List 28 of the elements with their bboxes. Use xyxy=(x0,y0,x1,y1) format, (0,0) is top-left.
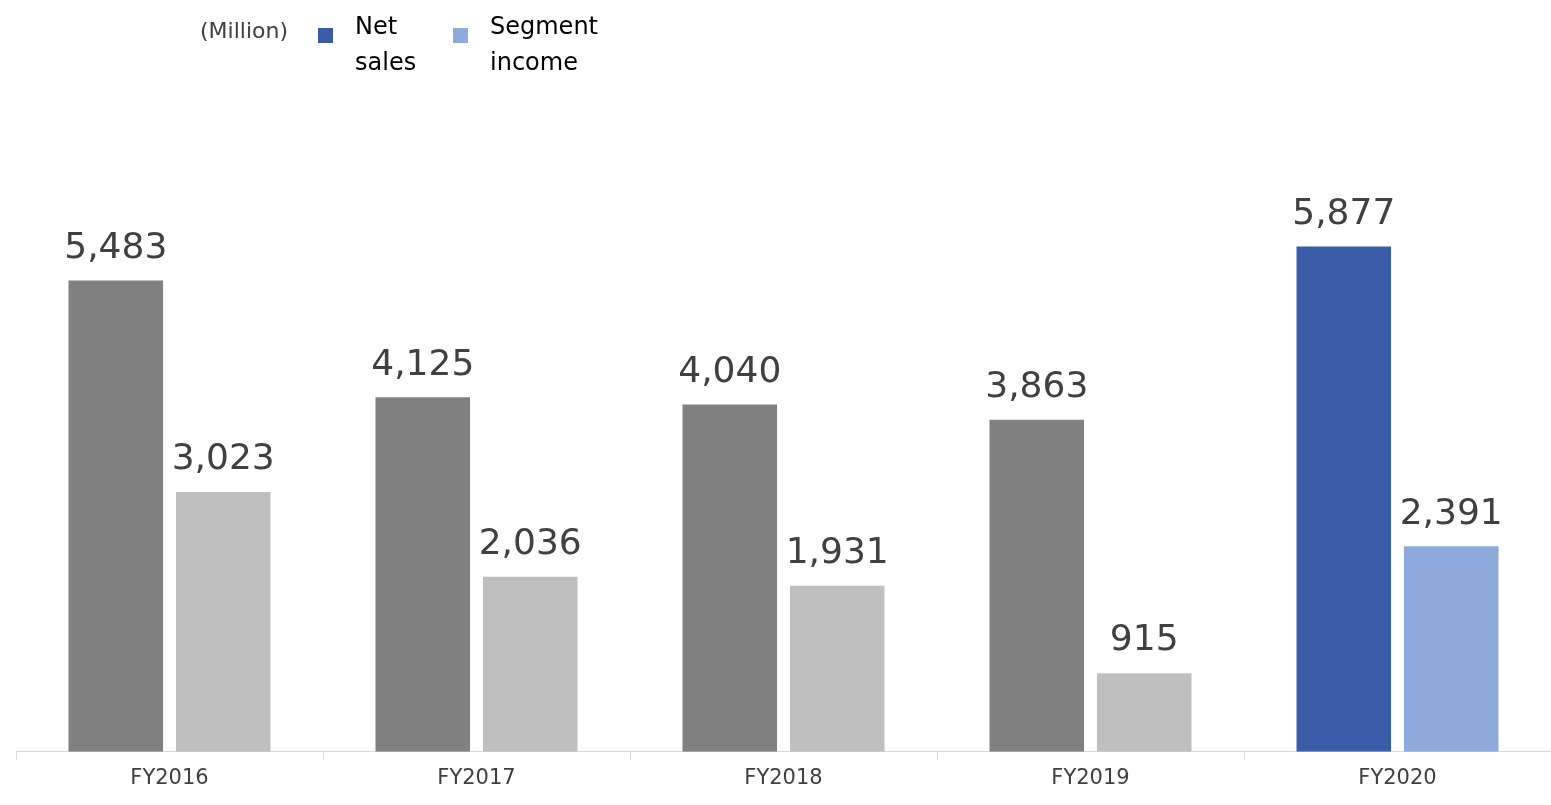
data-label: 4,040 xyxy=(678,348,782,390)
data-label: 5,877 xyxy=(1292,190,1396,232)
bar xyxy=(68,280,164,752)
legend-label: Net sales xyxy=(355,11,418,78)
x-tick-label: FY2018 xyxy=(744,764,823,789)
data-label: 1,931 xyxy=(785,530,889,572)
bar xyxy=(1403,546,1499,752)
bar xyxy=(1296,246,1392,752)
x-tick-label: FY2019 xyxy=(1051,764,1130,789)
bar xyxy=(175,491,271,752)
data-label: 4,125 xyxy=(371,341,475,383)
bar xyxy=(989,419,1085,752)
x-tick-label: FY2017 xyxy=(437,764,516,789)
bar xyxy=(1096,673,1192,752)
legend-label: Segment income xyxy=(490,11,599,78)
text: (Million) xyxy=(200,18,288,43)
x-tick-label: FY2016 xyxy=(130,764,209,789)
bar xyxy=(375,397,471,752)
data-label: 2,036 xyxy=(478,521,582,563)
data-label: 2,391 xyxy=(1399,490,1503,532)
bar xyxy=(682,404,778,752)
data-label: 3,863 xyxy=(985,364,1089,406)
data-label: 3,023 xyxy=(171,436,275,478)
x-tick-label: FY2020 xyxy=(1358,764,1437,789)
bar xyxy=(789,585,885,752)
data-label: 5,483 xyxy=(64,224,168,266)
bar xyxy=(482,576,578,752)
data-label: 915 xyxy=(1109,617,1179,659)
